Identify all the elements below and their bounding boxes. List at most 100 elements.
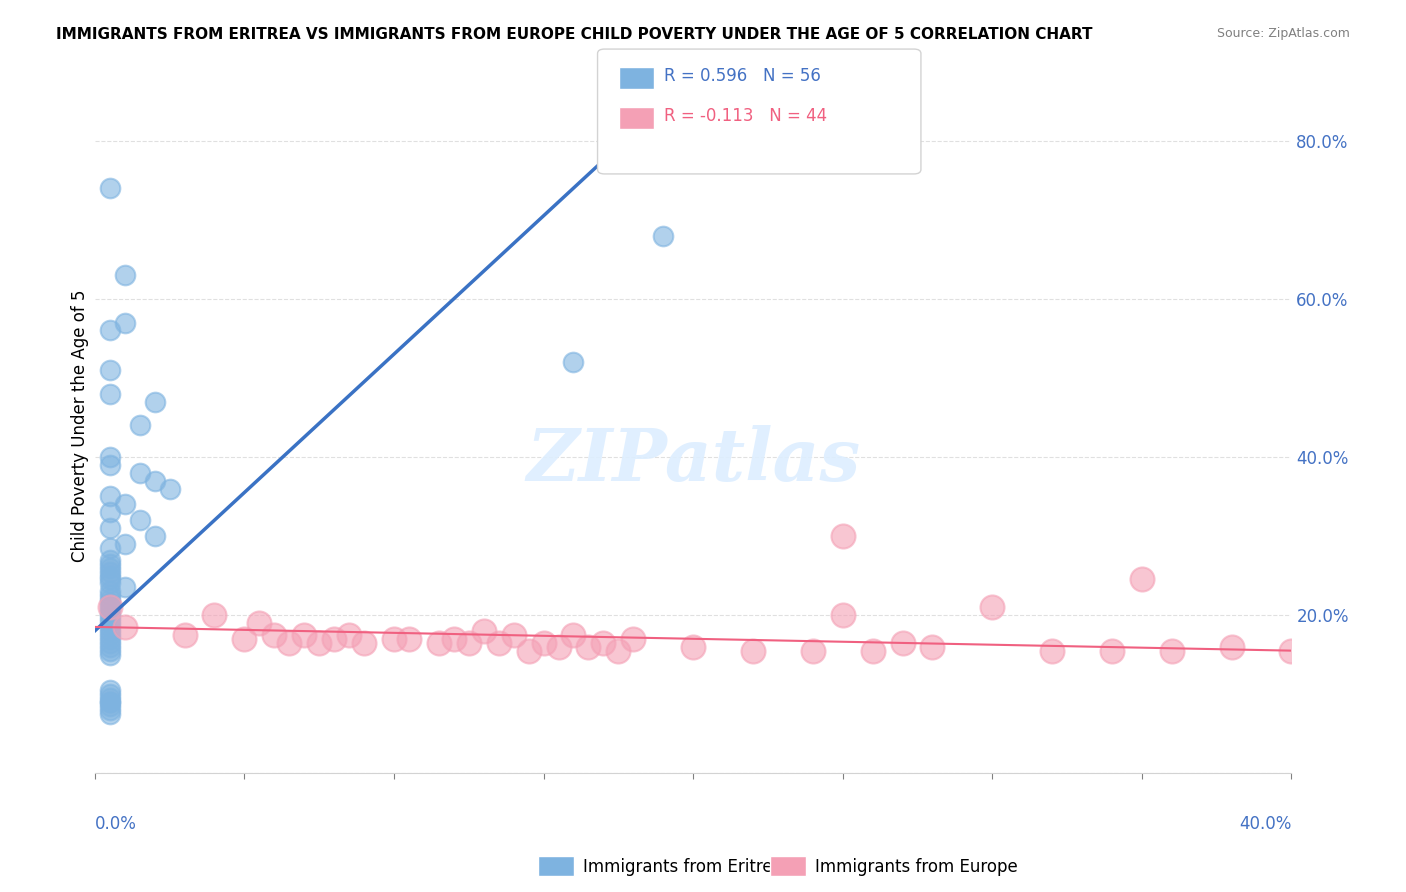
- Point: [472, 624, 495, 638]
- Point: [1130, 573, 1153, 587]
- Point: [98, 552, 121, 566]
- Point: [98, 181, 121, 195]
- Point: [98, 573, 121, 587]
- Y-axis label: Child Poverty Under the Age of 5: Child Poverty Under the Age of 5: [72, 289, 89, 562]
- Point: [502, 628, 524, 642]
- Point: [891, 636, 914, 650]
- Point: [98, 521, 121, 535]
- Point: [353, 636, 375, 650]
- Point: [98, 643, 121, 657]
- Point: [98, 628, 121, 642]
- Point: [592, 636, 614, 650]
- Point: [562, 628, 585, 642]
- Point: [98, 640, 121, 654]
- Point: [143, 394, 166, 409]
- Point: [1220, 640, 1243, 654]
- Point: [981, 600, 1004, 615]
- Point: [98, 588, 121, 602]
- Point: [831, 529, 853, 543]
- Point: [862, 643, 884, 657]
- Point: [173, 628, 195, 642]
- Point: [233, 632, 256, 646]
- Point: [323, 632, 346, 646]
- Point: [98, 687, 121, 701]
- Text: R = -0.113   N = 44: R = -0.113 N = 44: [664, 107, 827, 125]
- Point: [443, 632, 465, 646]
- Point: [98, 541, 121, 555]
- Point: [114, 581, 136, 595]
- Point: [114, 620, 136, 634]
- Point: [98, 624, 121, 638]
- Point: [98, 596, 121, 610]
- Text: 0.0%: 0.0%: [94, 815, 136, 833]
- Point: [98, 691, 121, 706]
- Point: [98, 557, 121, 571]
- Point: [114, 537, 136, 551]
- Point: [263, 628, 285, 642]
- Point: [831, 608, 853, 623]
- Point: [98, 600, 121, 615]
- Point: [98, 584, 121, 599]
- Point: [98, 695, 121, 709]
- Text: Source: ZipAtlas.com: Source: ZipAtlas.com: [1216, 27, 1350, 40]
- Point: [143, 529, 166, 543]
- Point: [398, 632, 420, 646]
- Point: [98, 695, 121, 709]
- Text: 40.0%: 40.0%: [1239, 815, 1292, 833]
- Text: IMMIGRANTS FROM ERITREA VS IMMIGRANTS FROM EUROPE CHILD POVERTY UNDER THE AGE OF: IMMIGRANTS FROM ERITREA VS IMMIGRANTS FR…: [56, 27, 1092, 42]
- Point: [921, 640, 943, 654]
- Point: [1160, 643, 1182, 657]
- Point: [337, 628, 360, 642]
- Point: [98, 608, 121, 623]
- Point: [114, 497, 136, 511]
- Point: [114, 268, 136, 282]
- Point: [128, 466, 150, 480]
- Point: [517, 643, 540, 657]
- Point: [578, 640, 600, 654]
- Text: Immigrants from Europe: Immigrants from Europe: [815, 858, 1018, 876]
- Point: [98, 386, 121, 401]
- Point: [98, 458, 121, 472]
- Point: [247, 615, 270, 630]
- Point: [98, 490, 121, 504]
- Point: [621, 632, 644, 646]
- Text: R = 0.596   N = 56: R = 0.596 N = 56: [664, 67, 821, 85]
- Point: [278, 636, 301, 650]
- Point: [292, 628, 315, 642]
- Text: Immigrants from Eritrea: Immigrants from Eritrea: [583, 858, 783, 876]
- Point: [801, 643, 824, 657]
- Point: [98, 565, 121, 579]
- Point: [742, 643, 765, 657]
- Point: [382, 632, 405, 646]
- Point: [562, 355, 585, 369]
- Point: [98, 560, 121, 574]
- Point: [488, 636, 510, 650]
- Point: [204, 608, 226, 623]
- Point: [98, 615, 121, 630]
- Point: [98, 505, 121, 519]
- Point: [98, 683, 121, 698]
- Point: [98, 323, 121, 337]
- Point: [98, 568, 121, 582]
- Point: [114, 316, 136, 330]
- Point: [1281, 643, 1303, 657]
- Point: [98, 698, 121, 713]
- Point: [98, 620, 121, 634]
- Point: [159, 482, 181, 496]
- Point: [143, 474, 166, 488]
- Point: [1040, 643, 1063, 657]
- Point: [607, 643, 630, 657]
- Point: [98, 703, 121, 717]
- Point: [98, 612, 121, 626]
- Point: [652, 228, 675, 243]
- Point: [427, 636, 450, 650]
- Point: [98, 648, 121, 662]
- Point: [682, 640, 704, 654]
- Point: [98, 706, 121, 721]
- Point: [98, 450, 121, 464]
- Point: [98, 604, 121, 618]
- Point: [457, 636, 479, 650]
- Text: ZIPatlas: ZIPatlas: [526, 425, 860, 496]
- Point: [98, 636, 121, 650]
- Point: [128, 513, 150, 527]
